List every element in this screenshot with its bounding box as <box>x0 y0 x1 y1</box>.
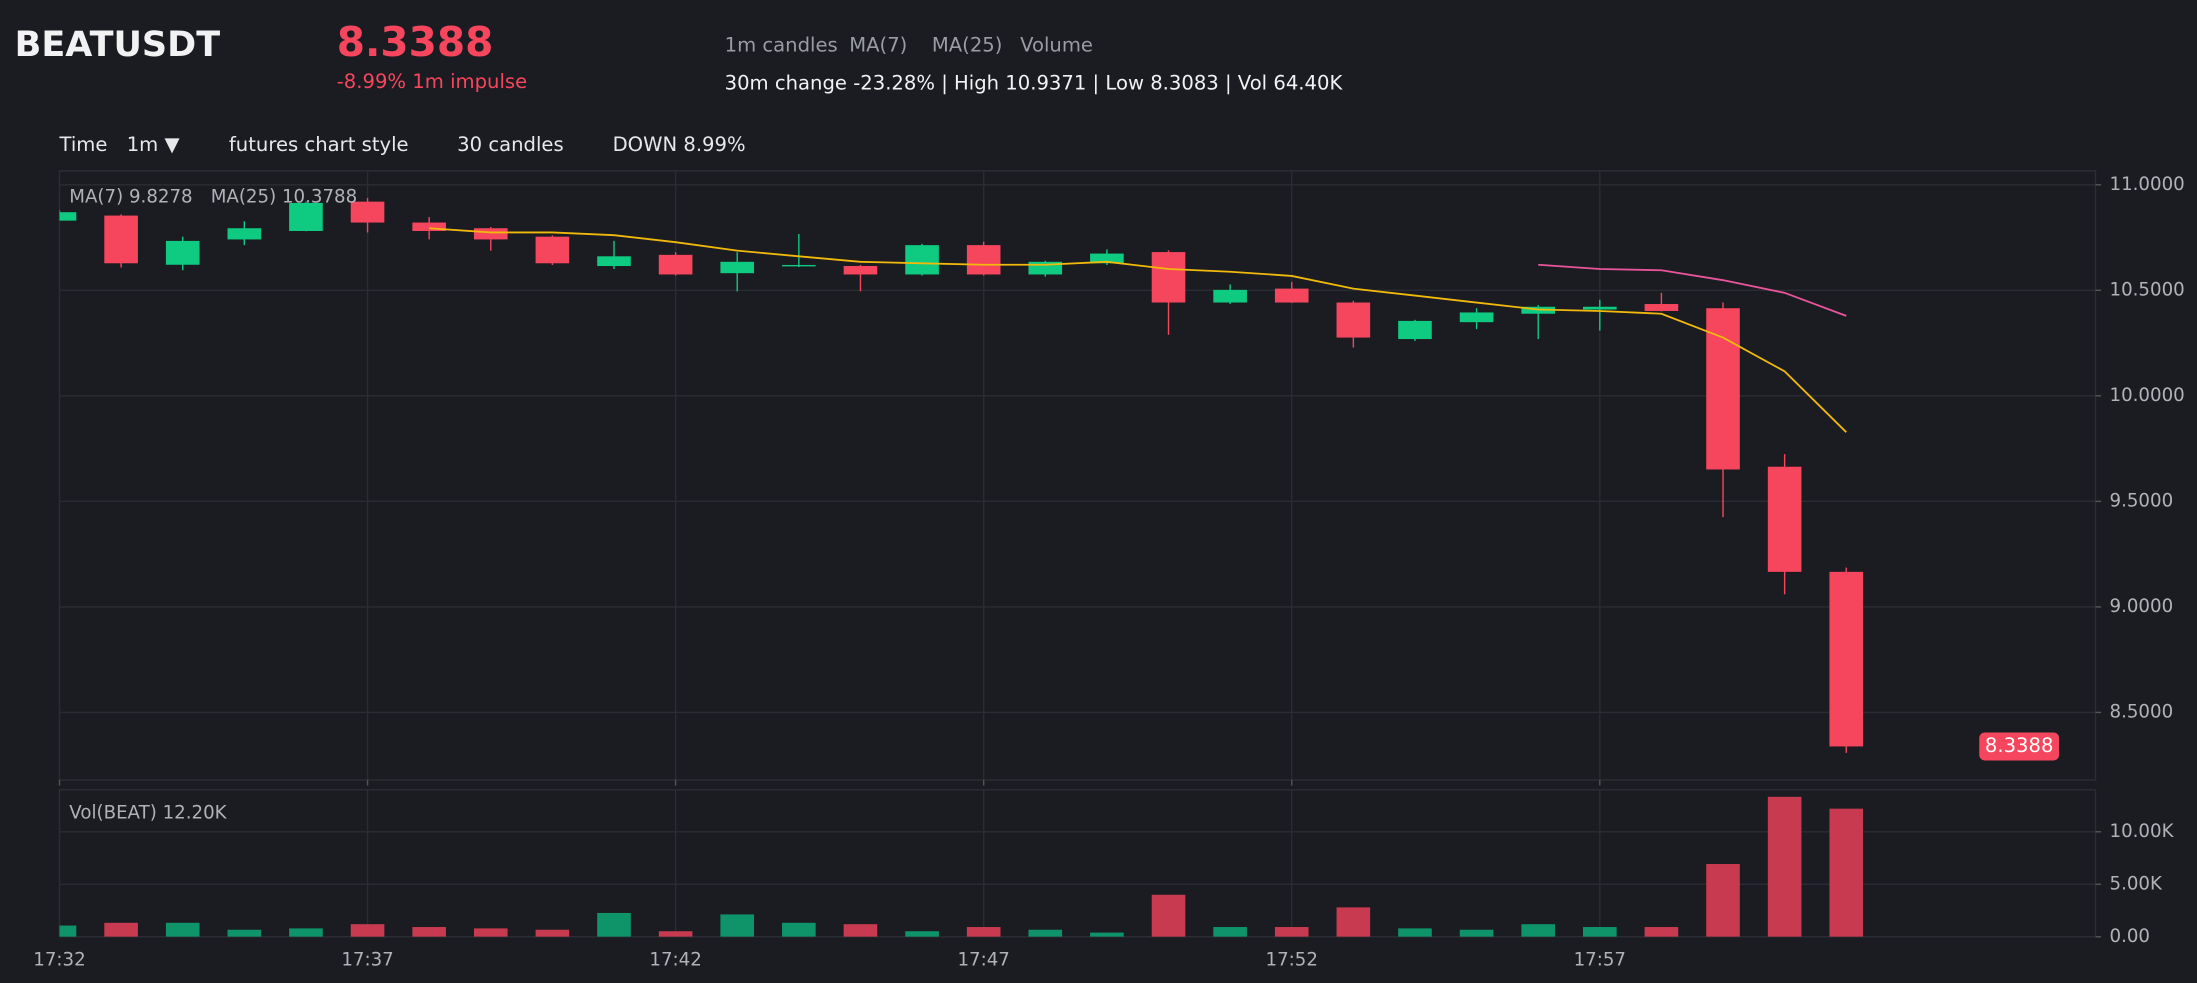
last-price-badge <box>1979 732 2060 761</box>
candle-body <box>59 212 77 221</box>
interval-select[interactable]: 1m ▼ <box>127 133 181 156</box>
candle-body <box>1829 571 1864 747</box>
candle-body <box>1459 312 1494 323</box>
volume-bar <box>350 924 385 937</box>
candle-count: 30 candles <box>457 133 564 156</box>
volume-bar <box>227 929 262 937</box>
volume-legend: Vol(BEAT) 12.20K <box>69 803 227 824</box>
x-tick-label: 17:37 <box>341 950 393 971</box>
candle-body <box>966 245 1001 275</box>
direction: DOWN 8.99% <box>613 133 746 156</box>
candle-body <box>1336 302 1371 338</box>
candle-body <box>1151 252 1186 303</box>
candle-body <box>782 264 816 267</box>
volume-bar <box>1336 907 1371 937</box>
price-layer <box>59 170 2096 780</box>
stats: 30m change -23.28% | High 10.9371 | Low … <box>725 72 1344 95</box>
y-tick-label: 5.00K <box>2110 873 2163 894</box>
volume-bar <box>658 931 693 937</box>
y-tick-label: 11.0000 <box>2110 174 2185 195</box>
volume-bar <box>1829 808 1864 937</box>
x-tick-label: 17:32 <box>33 950 85 971</box>
axes-layer: 8.5000 9.0000 9.5000 10.0000 10.5000 11.0000 0… <box>33 174 2184 971</box>
candle-body <box>227 228 262 240</box>
chart-style[interactable]: futures chart style <box>229 133 409 156</box>
volume-bar <box>843 924 878 937</box>
candle-body <box>1644 304 1679 311</box>
x-tick-label: 17:42 <box>649 950 701 971</box>
y-tick-label: 10.5000 <box>2110 279 2185 300</box>
candle-body <box>535 236 570 264</box>
volume-bar <box>1398 928 1432 937</box>
volume-bar <box>473 928 508 937</box>
candle-body <box>597 256 631 267</box>
y-tick-label: 0.00 <box>2110 926 2151 947</box>
candle-body <box>412 222 446 231</box>
candle-body <box>1090 253 1124 264</box>
candle-body <box>1767 466 1802 572</box>
legend-item: MA(7) <box>849 34 907 57</box>
volume-bar <box>1028 929 1063 937</box>
volume-bar <box>720 914 755 937</box>
candle-body <box>1706 308 1740 470</box>
y-tick-label: 9.0000 <box>2110 596 2174 617</box>
candle-body <box>1398 320 1432 340</box>
y-tick-label: 10.00K <box>2110 821 2175 842</box>
price: 8.3388 <box>337 18 494 66</box>
volume-bar <box>905 931 939 937</box>
y-tick-label: 8.5000 <box>2110 701 2174 722</box>
candle-body <box>720 261 755 274</box>
ma-line <box>1538 263 1847 317</box>
candle-body <box>905 245 939 275</box>
volume-bar <box>1459 929 1494 937</box>
symbol: BEATUSDT <box>15 25 221 65</box>
volume-bar <box>1213 927 1247 937</box>
volume-bar <box>1582 927 1617 937</box>
legend-item: MA(25) <box>932 34 1003 57</box>
volume-bar <box>1767 796 1802 937</box>
y-tick-label: 10.0000 <box>2110 385 2185 406</box>
volume-layer <box>59 789 2096 937</box>
candle-body <box>165 240 200 265</box>
candle-body <box>1582 306 1617 310</box>
volume-bar <box>412 927 446 937</box>
ma-legend: MA(7) 9.8278 <box>69 186 192 207</box>
time-label: Time <box>58 133 107 156</box>
candle-body <box>473 228 508 240</box>
volume-bar <box>1521 924 1555 937</box>
volume-bar <box>59 925 77 937</box>
x-tick-label: 17:47 <box>957 950 1009 971</box>
volume-bar <box>1274 927 1309 937</box>
x-tick-label: 17:52 <box>1266 950 1318 971</box>
volume-bar <box>1151 894 1186 937</box>
candle-body <box>104 215 138 264</box>
volume-bar <box>289 928 323 937</box>
legend-item: 1m candles <box>725 34 838 57</box>
ma-legend: MA(25) 10.3788 <box>211 186 357 207</box>
candle-body <box>843 266 878 275</box>
x-tick-label: 17:57 <box>1574 950 1626 971</box>
candle-body <box>350 201 385 223</box>
y-tick-label: 9.5000 <box>2110 490 2174 511</box>
volume-bar <box>597 912 631 937</box>
volume-bar <box>104 922 138 937</box>
volume-bar <box>782 922 816 937</box>
candle-body <box>1274 288 1309 303</box>
legend-item: Volume <box>1020 34 1093 57</box>
volume-bar <box>966 927 1001 937</box>
volume-bar <box>535 929 570 937</box>
volume-bar <box>165 922 200 937</box>
candle-body <box>289 202 323 231</box>
volume-bar <box>1090 932 1124 937</box>
impulse: -8.99% 1m impulse <box>337 70 527 93</box>
ma-line <box>429 227 1847 433</box>
last-price-label: 8.3388 <box>1985 734 2054 757</box>
volume-bar <box>1706 864 1740 937</box>
volume-bar <box>1644 927 1679 937</box>
candle-body <box>658 254 693 275</box>
candle-body <box>1213 289 1247 303</box>
